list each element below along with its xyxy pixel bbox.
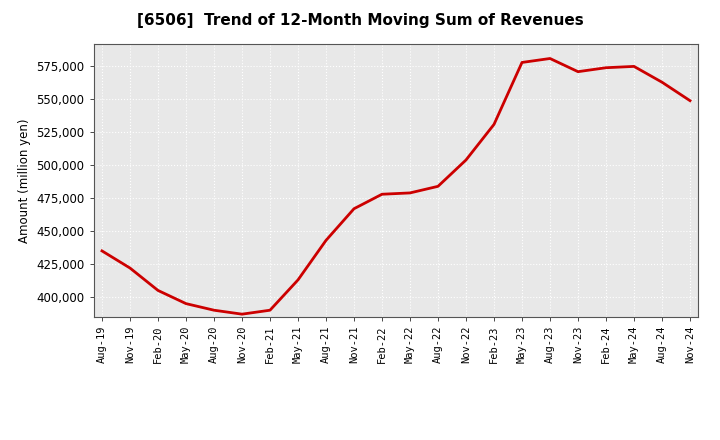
Text: [6506]  Trend of 12-Month Moving Sum of Revenues: [6506] Trend of 12-Month Moving Sum of R… bbox=[137, 13, 583, 28]
Y-axis label: Amount (million yen): Amount (million yen) bbox=[18, 118, 31, 242]
